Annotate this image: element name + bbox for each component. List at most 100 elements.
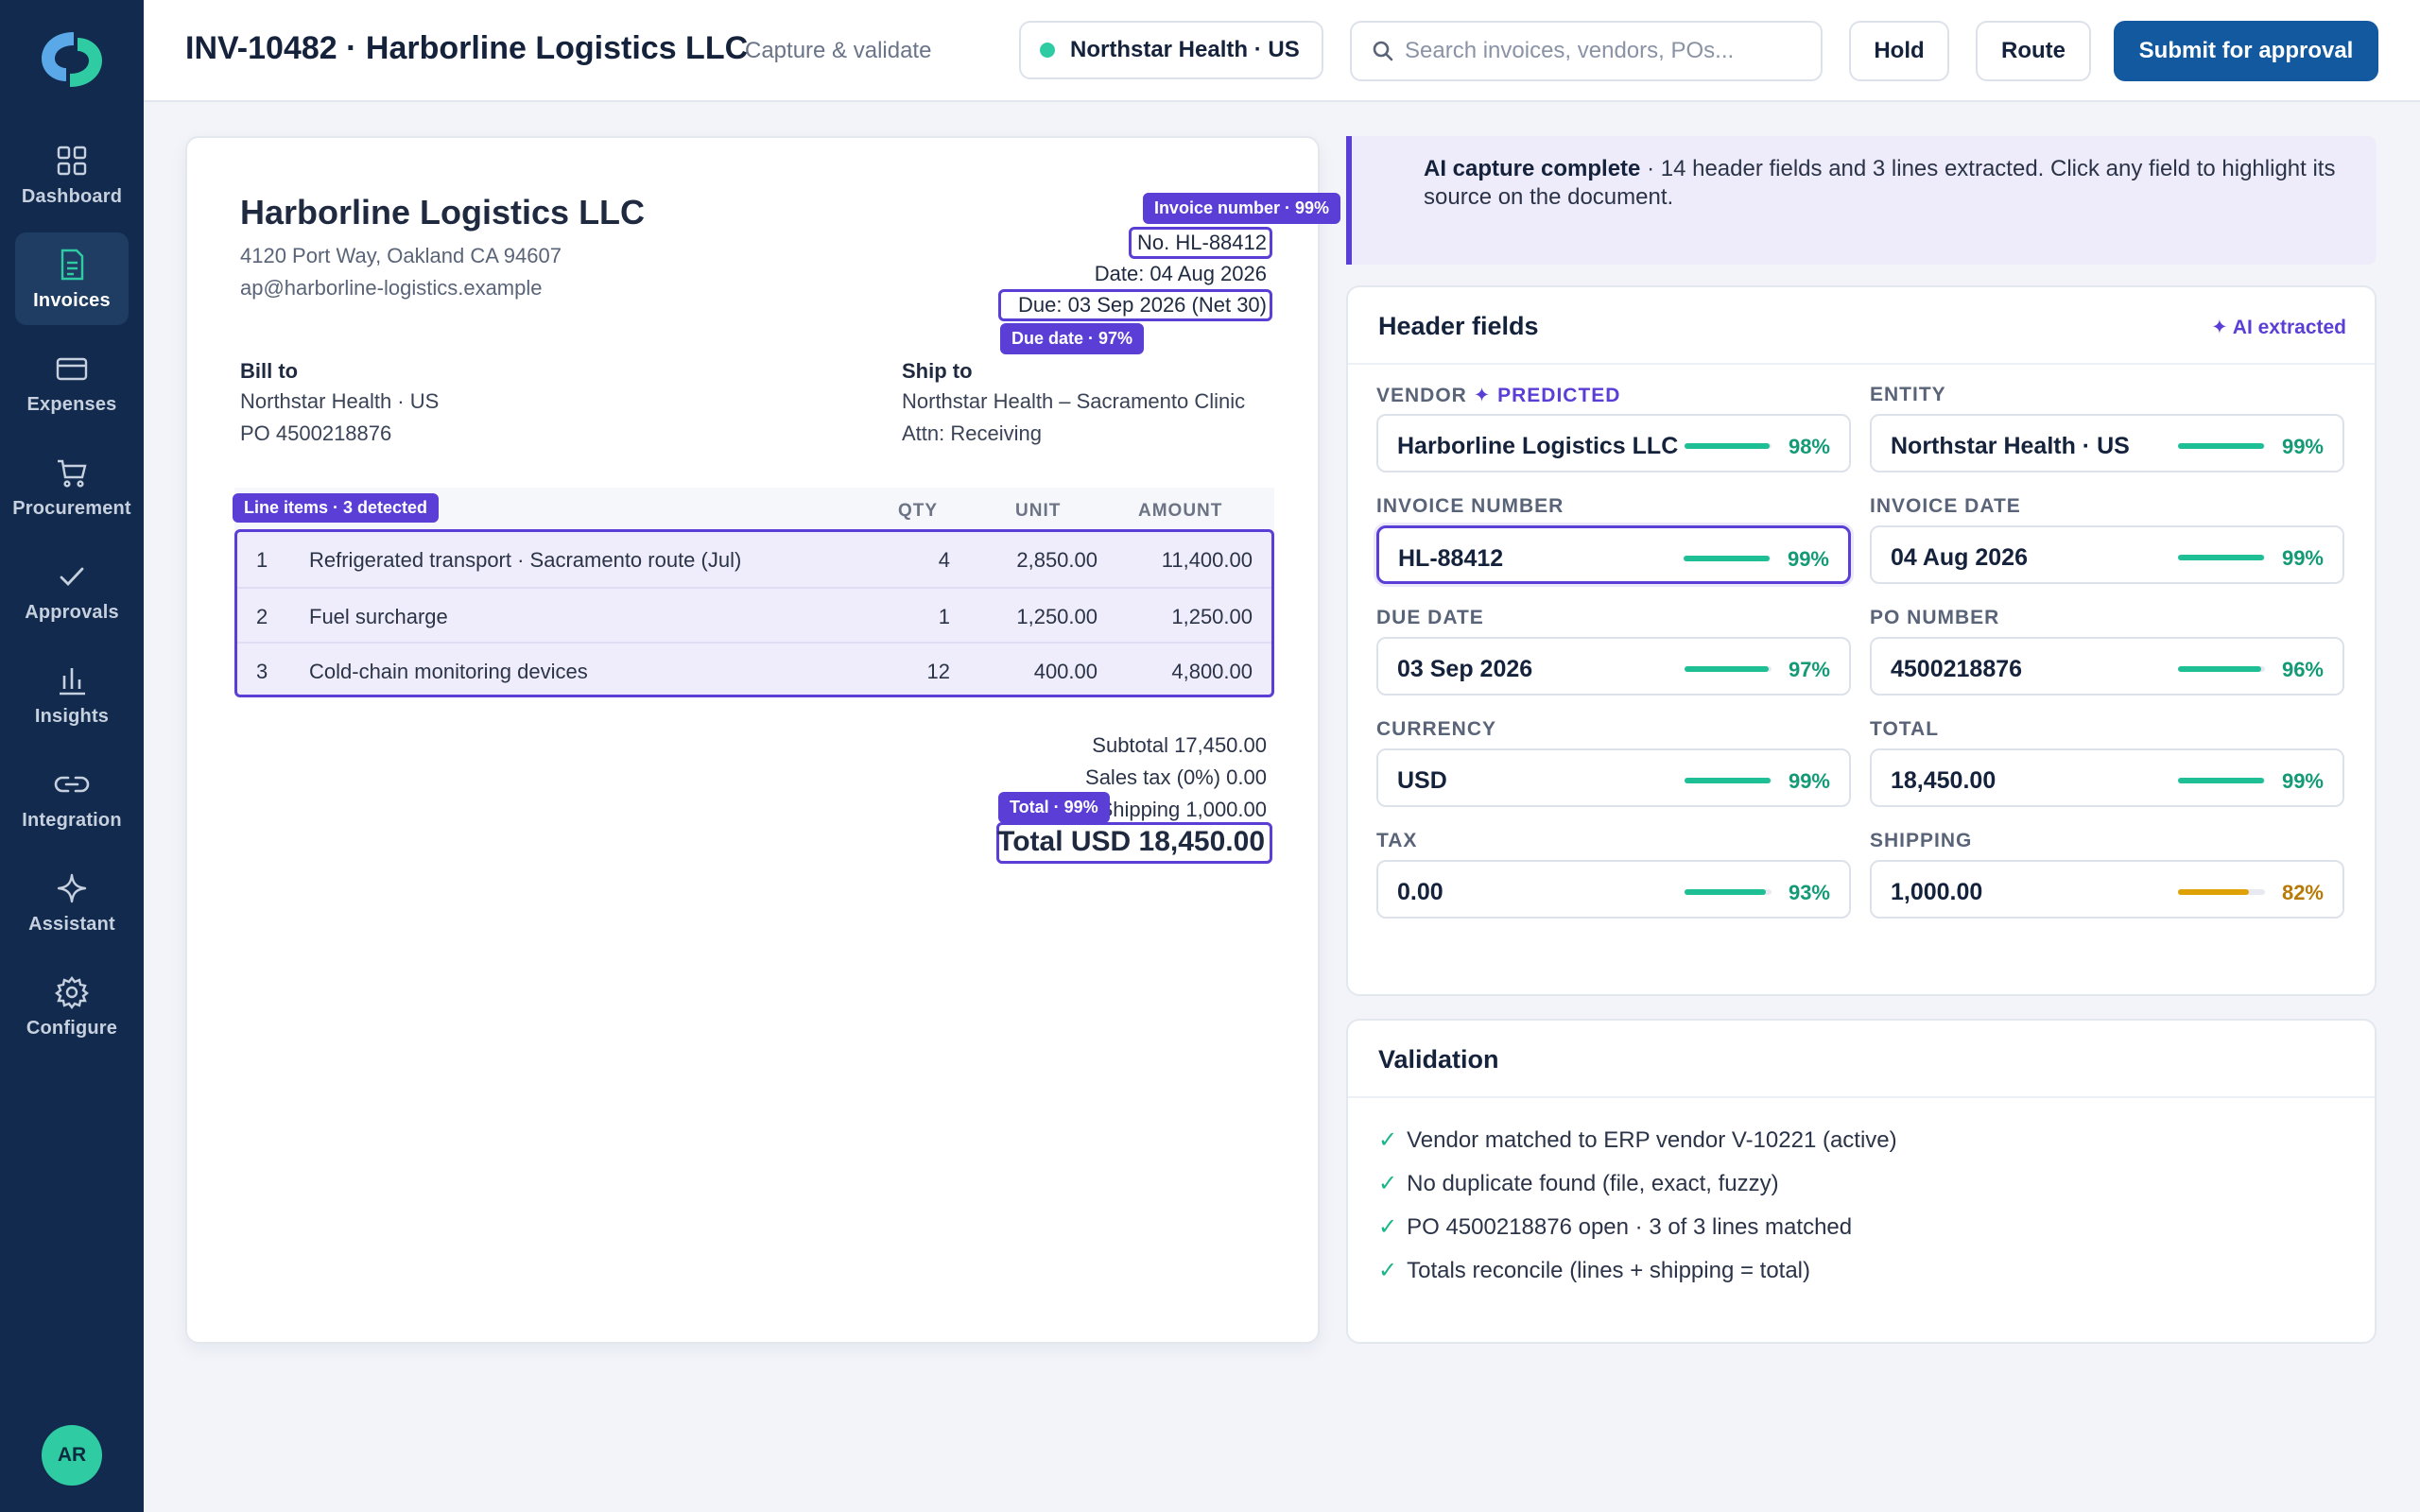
validation-item: ✓ PO 4500218876 open · 3 of 3 lines match… — [1378, 1213, 1852, 1241]
confidence-bar — [1685, 778, 1772, 783]
doc-invoice-date: Date: 04 Aug 2026 — [1094, 262, 1267, 285]
submit-for-approval-button[interactable]: Submit for approval — [2114, 21, 2378, 81]
field-value: USD — [1397, 767, 1447, 794]
doc-sales-tax: Sales tax (0%) 0.00 — [1085, 765, 1267, 789]
field-input-due-date[interactable]: 03 Sep 2026 97% — [1376, 637, 1851, 696]
invoice-document-icon — [60, 249, 84, 280]
doc-vendor-email: ap@harborline-logistics.example — [240, 276, 543, 300]
field-input-total[interactable]: 18,450.00 99% — [1870, 748, 2344, 807]
field-value: 0.00 — [1397, 879, 1443, 905]
confidence-bar — [2178, 889, 2265, 895]
line-unit-price: 400.00 — [1033, 660, 1098, 683]
invoice-number-tag[interactable]: Invoice number · 99% — [1142, 193, 1340, 224]
validation-item: ✓ No duplicate found (file, exact, fuzzy) — [1378, 1170, 1779, 1197]
nav-insights[interactable]: Insights — [15, 648, 129, 741]
validation-item: ✓ Totals reconcile (lines + shipping = to… — [1378, 1257, 1810, 1284]
status-dot-icon — [1040, 43, 1055, 58]
nav-approvals[interactable]: Approvals — [15, 544, 129, 637]
total-highlight[interactable] — [996, 822, 1272, 864]
sidebar: Dashboard Invoices Expenses Procurement … — [0, 0, 144, 1512]
ship-to-address: Northstar Health – Sacramento Clinic Att… — [902, 386, 1245, 450]
field-value: 04 Aug 2026 — [1891, 544, 2028, 571]
col-unit-header: UNIT — [1015, 501, 1062, 521]
confidence-percent: 99% — [2281, 546, 2324, 570]
doc-vendor-street: 4120 Port Way, Oakland CA 94607 — [240, 244, 562, 267]
field-label-text: TAX — [1376, 830, 1418, 851]
doc-shipping: Shipping 1,000.00 — [1098, 798, 1267, 821]
field-label: PO NUMBER — [1870, 607, 1999, 629]
field-input-po-number[interactable]: 4500218876 96% — [1870, 637, 2344, 696]
checkmark-icon — [60, 567, 84, 586]
line-items-highlight[interactable]: 1 Refrigerated transport · Sacramento ro… — [234, 529, 1274, 697]
field-input-entity[interactable]: Northstar Health · US 99% — [1870, 414, 2344, 472]
validation-item-text: Totals reconcile (lines + shipping = tot… — [1407, 1258, 1810, 1283]
field-label-text: DUE DATE — [1376, 607, 1484, 628]
line-description: Fuel surcharge — [309, 605, 448, 628]
nav-dashboard-label: Dashboard — [21, 185, 123, 207]
field-input-vendor[interactable]: Harborline Logistics LLC 98% — [1376, 414, 1851, 472]
hold-button[interactable]: Hold — [1849, 21, 1949, 81]
user-avatar[interactable]: AR — [42, 1425, 102, 1486]
confidence-bar-fill — [1685, 443, 1771, 449]
field-label: INVOICE DATE — [1870, 495, 2021, 518]
entity-selector[interactable]: Northstar Health · US — [1019, 21, 1323, 79]
gear-icon — [55, 975, 89, 1009]
field-label: ENTITY — [1870, 384, 1946, 406]
col-qty-header: QTY — [898, 501, 939, 521]
field-label: TOTAL — [1870, 718, 1939, 741]
confidence-bar-fill — [1685, 666, 1770, 672]
app-logo[interactable] — [36, 26, 108, 93]
line-items-tag[interactable]: Line items · 3 detected — [233, 493, 440, 523]
line-description: Cold-chain monitoring devices — [309, 660, 588, 683]
nav-integration[interactable]: Integration — [15, 752, 129, 845]
field-input-invoice-number[interactable]: HL-88412 99% — [1376, 525, 1851, 584]
validation-item-text: PO 4500218876 open · 3 of 3 lines matche… — [1407, 1214, 1853, 1240]
field-value: Northstar Health · US — [1891, 433, 2130, 459]
field-input-shipping[interactable]: 1,000.00 82% — [1870, 860, 2344, 919]
confidence-bar — [2178, 666, 2265, 672]
nav-configure[interactable]: Configure — [15, 960, 129, 1053]
nav-configure-label: Configure — [26, 1017, 118, 1039]
field-value: 1,000.00 — [1891, 879, 1983, 905]
card-icon — [56, 357, 88, 380]
line-item-row[interactable]: 2 Fuel surcharge 1 1,250.00 1,250.00 — [237, 587, 1271, 642]
due-date-highlight[interactable] — [998, 289, 1272, 321]
route-button[interactable]: Route — [1976, 21, 2091, 81]
doc-total: Total USD 18,450.00 — [997, 826, 1265, 857]
check-icon: ✓ — [1378, 1258, 1398, 1283]
nav-procurement-label: Procurement — [12, 497, 131, 519]
ai-capture-text: · 14 header fields and 3 lines extracted… — [1424, 156, 2336, 210]
validation-card-header: Validation — [1348, 1021, 2375, 1098]
invoice-number-highlight[interactable] — [1129, 227, 1272, 259]
confidence-bar-fill — [1685, 778, 1772, 783]
sparkle-icon — [57, 873, 87, 902]
nav-procurement[interactable]: Procurement — [12, 440, 131, 533]
field-input-invoice-date[interactable]: 04 Aug 2026 99% — [1870, 525, 2344, 584]
nav-dashboard[interactable]: Dashboard — [15, 129, 129, 221]
field-label-text: ENTITY — [1870, 384, 1946, 405]
ai-capture-banner: AI capture complete · 14 header fields a… — [1346, 136, 2377, 265]
nav-expenses[interactable]: Expenses — [15, 336, 129, 429]
doc-invoice-number: No. HL-88412 — [1137, 231, 1267, 254]
line-item-row[interactable]: 3 Cold-chain monitoring devices 12 400.0… — [237, 642, 1271, 696]
line-qty: 4 — [938, 548, 950, 572]
validation-card: Validation ✓ Vendor matched to ERP vendor… — [1346, 1019, 2377, 1344]
search-input[interactable] — [1405, 38, 1802, 64]
search-box[interactable] — [1350, 21, 1823, 81]
ship-to-label: Ship to — [902, 359, 973, 383]
dashboard-icon — [57, 146, 87, 175]
field-input-tax[interactable]: 0.00 93% — [1376, 860, 1851, 919]
due-date-tag[interactable]: Due date · 97% — [1000, 323, 1145, 354]
field-label: DUE DATE — [1376, 607, 1484, 629]
nav-assistant[interactable]: Assistant — [15, 856, 129, 949]
ship-to-attn: Attn: Receiving — [902, 421, 1042, 445]
nav-invoices[interactable]: Invoices — [15, 232, 129, 325]
doc-due-date: Due: 03 Sep 2026 (Net 30) — [1018, 293, 1267, 317]
field-input-currency[interactable]: USD 99% — [1376, 748, 1851, 807]
nav-integration-label: Integration — [22, 809, 122, 831]
line-item-row[interactable]: 1 Refrigerated transport · Sacramento ro… — [237, 532, 1271, 587]
total-tag[interactable]: Total · 99% — [998, 792, 1110, 823]
field-label-text: TOTAL — [1870, 718, 1940, 740]
confidence-percent: 82% — [2281, 881, 2324, 904]
page-subtitle: Capture & validate — [745, 38, 932, 63]
